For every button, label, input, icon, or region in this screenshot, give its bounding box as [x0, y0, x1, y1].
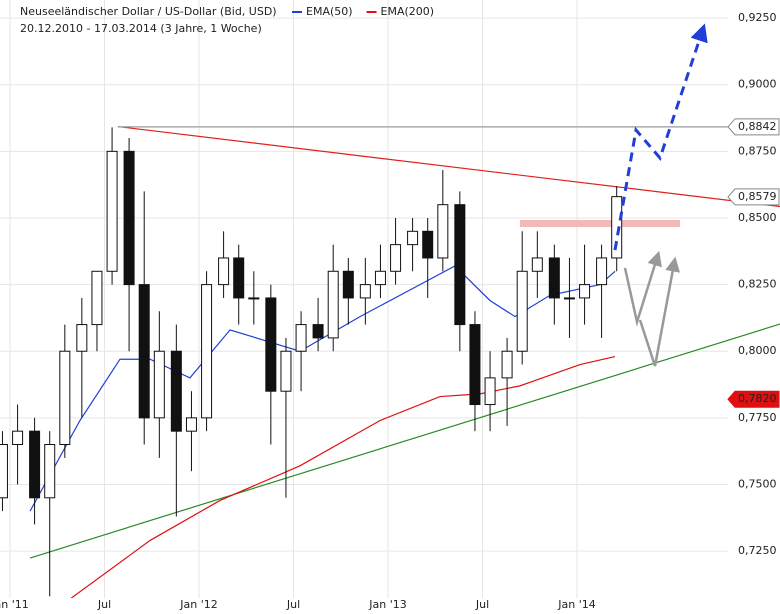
candle-body	[312, 324, 324, 339]
y-tick-label: 0,7750	[738, 411, 777, 424]
x-tick-label: Jan '11	[0, 598, 29, 611]
candle-body	[342, 270, 354, 299]
candle-body	[422, 230, 434, 259]
candle-body	[295, 324, 307, 352]
candle-body	[501, 350, 513, 379]
candle-body	[91, 270, 103, 326]
x-tick-label: Jan '14	[557, 598, 595, 611]
legend: EMA(50) EMA(200)	[292, 5, 434, 18]
candle-body	[359, 284, 371, 299]
legend-label: EMA(200)	[381, 5, 435, 18]
candle-body	[390, 244, 402, 272]
candle-body	[437, 204, 449, 259]
candle-body	[185, 417, 197, 432]
scenario-arrow	[623, 250, 662, 327]
candle-body	[469, 324, 481, 406]
candle-body	[374, 270, 386, 286]
candle-body	[531, 257, 543, 272]
ema-line	[29, 265, 616, 512]
price-label: 0,8579	[738, 190, 777, 203]
candle-body	[123, 150, 135, 286]
y-tick-label: 0,9000	[738, 78, 777, 91]
candle-body	[12, 430, 24, 446]
candle-body	[265, 297, 277, 392]
x-tick-label: Jul	[286, 598, 300, 611]
candle-body	[484, 377, 496, 406]
grid	[0, 0, 728, 598]
axes: 0,7250 0,7500 0,7750 0,8000 0,8250 0,8500 0,87…	[0, 11, 780, 611]
price-label: 0,7820	[738, 392, 777, 405]
candle-body	[138, 284, 150, 419]
trend-line	[117, 125, 780, 208]
y-tick-label: 0,9250	[738, 11, 777, 24]
price-marker	[727, 118, 780, 136]
y-tick-label: 0,8000	[738, 344, 777, 357]
y-tick-label: 0,8250	[738, 278, 777, 291]
scenario-arrow	[638, 256, 680, 367]
y-tick-label: 0,8500	[738, 211, 777, 224]
price-marker	[727, 188, 780, 206]
candle-body	[611, 196, 623, 259]
candle-body	[106, 150, 118, 272]
candle-body	[233, 257, 245, 299]
price-label: 0,8842	[738, 120, 777, 133]
candle-body	[516, 270, 528, 352]
candle-body	[201, 284, 213, 419]
forecast-arrow	[613, 23, 708, 251]
x-tick-label: Jan '12	[179, 598, 217, 611]
candle-body	[280, 350, 292, 392]
candle-body	[563, 297, 575, 300]
candle-body	[0, 444, 8, 499]
candle-body	[579, 284, 591, 299]
candle-body	[44, 444, 56, 499]
candle-body	[218, 257, 230, 286]
candle-body	[76, 324, 88, 352]
ema-line	[70, 355, 616, 598]
candle-body	[407, 230, 419, 246]
candle-body	[596, 257, 608, 286]
y-tick-label: 0,7500	[738, 477, 777, 490]
plot	[0, 125, 780, 598]
candle-body	[454, 204, 466, 326]
candle-body	[153, 350, 165, 419]
candle-body	[29, 430, 41, 499]
chart-title: Neuseeländischer Dollar / US-Dollar (Bid…	[20, 5, 277, 18]
chart-subtitle: 20.12.2010 - 17.03.2014 (3 Jahre, 1 Woch…	[20, 22, 262, 35]
candle-body	[170, 350, 182, 432]
candle-body	[59, 350, 71, 446]
candle-body	[248, 297, 260, 300]
candle-body	[327, 270, 339, 339]
candle-body	[548, 257, 560, 299]
legend-label: EMA(50)	[306, 5, 353, 18]
x-tick-label: Jul	[97, 598, 111, 611]
x-tick-label: Jan '13	[368, 598, 406, 611]
price-marker	[727, 390, 780, 408]
y-tick-label: 0,7250	[738, 544, 777, 557]
x-tick-label: Jul	[475, 598, 489, 611]
resistance-zone	[520, 220, 680, 227]
y-tick-label: 0,8750	[738, 144, 777, 157]
